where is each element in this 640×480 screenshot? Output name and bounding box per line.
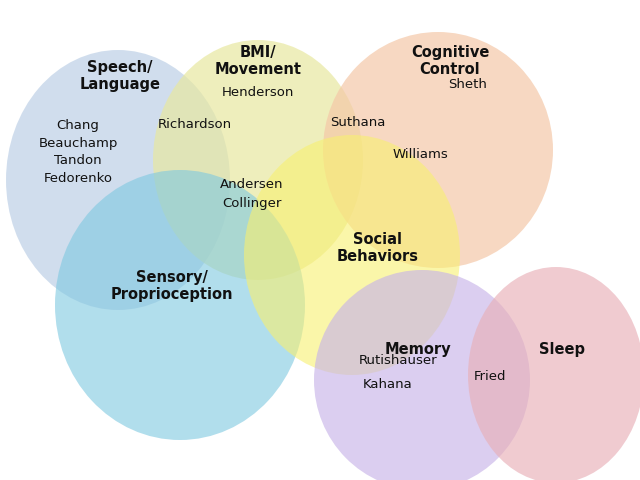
- Text: Sleep: Sleep: [539, 342, 585, 357]
- Text: Collinger: Collinger: [222, 196, 282, 209]
- Text: Beauchamp: Beauchamp: [38, 136, 118, 149]
- Text: Fedorenko: Fedorenko: [44, 172, 113, 185]
- Text: Rutishauser: Rutishauser: [358, 353, 437, 367]
- Ellipse shape: [153, 40, 363, 280]
- Text: Sensory/
Proprioception: Sensory/ Proprioception: [111, 270, 233, 302]
- Ellipse shape: [314, 270, 530, 480]
- Text: Fried: Fried: [474, 371, 506, 384]
- Text: Andersen: Andersen: [220, 179, 284, 192]
- Ellipse shape: [323, 32, 553, 268]
- Text: Richardson: Richardson: [158, 119, 232, 132]
- Text: Henderson: Henderson: [222, 86, 294, 99]
- Ellipse shape: [244, 135, 460, 375]
- Text: BMI/
Movement: BMI/ Movement: [214, 45, 301, 77]
- Text: Sheth: Sheth: [449, 79, 488, 92]
- Text: Chang: Chang: [56, 119, 99, 132]
- Text: Kahana: Kahana: [363, 379, 413, 392]
- Text: Cognitive
Control: Cognitive Control: [411, 45, 489, 77]
- Text: Williams: Williams: [392, 148, 448, 161]
- Text: Memory: Memory: [385, 342, 451, 357]
- Ellipse shape: [55, 170, 305, 440]
- Text: Suthana: Suthana: [330, 116, 386, 129]
- Text: Speech/
Language: Speech/ Language: [79, 60, 161, 92]
- Text: Social
Behaviors: Social Behaviors: [337, 232, 419, 264]
- Text: Tandon: Tandon: [54, 155, 102, 168]
- Ellipse shape: [468, 267, 640, 480]
- Ellipse shape: [6, 50, 230, 310]
